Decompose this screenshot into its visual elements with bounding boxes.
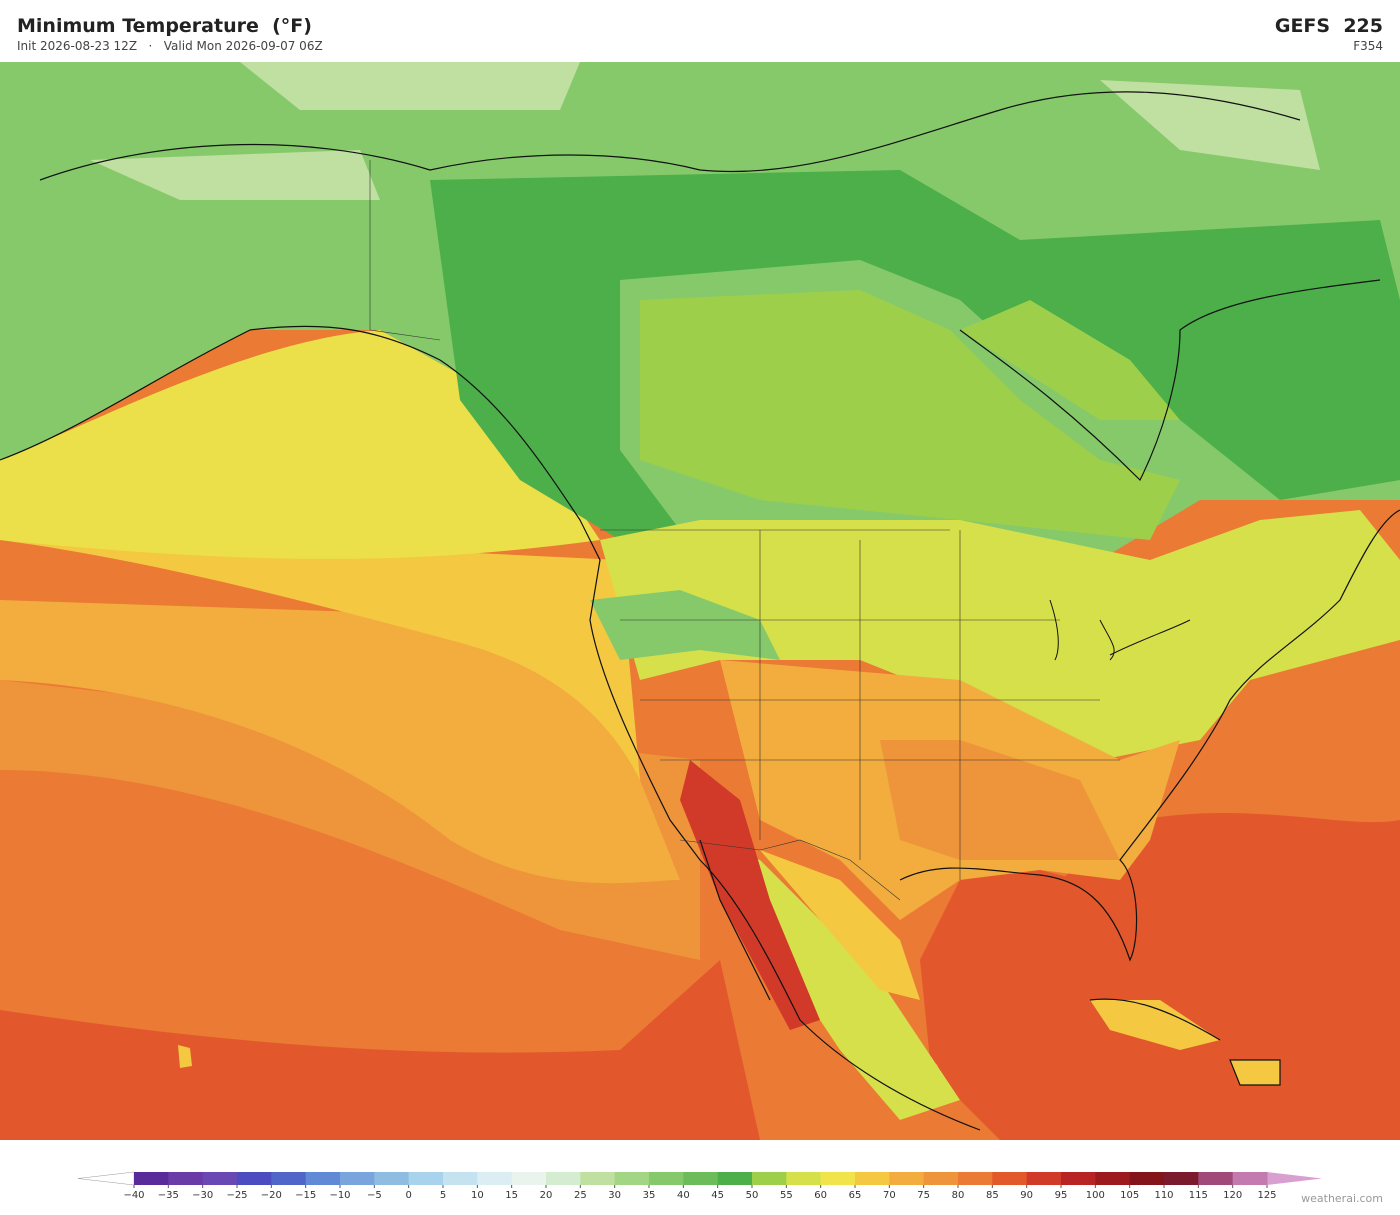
colorbar-tick-label: −5 [367, 1190, 382, 1201]
colorbar-segment [580, 1172, 616, 1185]
credit: weatherai.com [1301, 1192, 1383, 1205]
colorbar-tick-label: −10 [329, 1190, 350, 1201]
colorbar-segment [958, 1172, 993, 1185]
map [0, 62, 1400, 1140]
colorbar-tick-label: 85 [986, 1190, 999, 1201]
colorbar-tick-label: 10 [471, 1190, 484, 1201]
colorbar-segment [271, 1172, 307, 1185]
colorbar-segment [202, 1172, 238, 1185]
subtitle: Init 2026-08-23 12Z · Valid Mon 2026-09-… [17, 39, 323, 53]
colorbar-tick-label: 110 [1154, 1190, 1173, 1201]
colorbar-segment [752, 1172, 787, 1185]
colorbar-segment [649, 1172, 684, 1185]
colorbar-tick-label: −15 [295, 1190, 316, 1201]
colorbar-segment [1164, 1172, 1199, 1185]
colorbar-segment [546, 1172, 581, 1185]
colorbar-segment [614, 1172, 650, 1185]
colorbar-tick-label: 15 [505, 1190, 518, 1201]
colorbar-segment [305, 1172, 341, 1185]
colorbar-segment [820, 1172, 856, 1185]
colorbar-tick-label: 100 [1086, 1190, 1105, 1201]
colorbar-tick-label: 55 [780, 1190, 793, 1201]
colorbar-tick-label: −35 [158, 1190, 179, 1201]
colorbar-tick-label: 75 [917, 1190, 930, 1201]
colorbar-tick-label: 95 [1055, 1190, 1068, 1201]
colorbar-tick-label: 50 [746, 1190, 759, 1201]
colorbar-segment [1232, 1172, 1268, 1185]
colorbar-tick-label: 25 [574, 1190, 587, 1201]
colorbar-segment [992, 1172, 1028, 1185]
colorbar-tick-label: 80 [952, 1190, 965, 1201]
colorbar-tick-label: −20 [261, 1190, 282, 1201]
colorbar-tick-label: 30 [608, 1190, 621, 1201]
colorbar-segment [1198, 1172, 1234, 1185]
colorbar-tick-label: 60 [814, 1190, 827, 1201]
colorbar-over [1267, 1172, 1322, 1185]
colorbar-segment [511, 1172, 547, 1185]
colorbar-segment [683, 1172, 719, 1185]
colorbar-tick-label: 120 [1223, 1190, 1242, 1201]
colorbar-segment [134, 1172, 169, 1185]
model-name: GEFS 225 [1274, 15, 1383, 37]
init-time: Init 2026-08-23 12Z [17, 39, 138, 53]
colorbar-segment [855, 1172, 890, 1185]
colorbar-segment [408, 1172, 444, 1185]
colorbar-tick-label: 125 [1257, 1190, 1276, 1201]
colorbar-segment [443, 1172, 478, 1185]
colorbar-tick-label: −30 [192, 1190, 213, 1201]
colorbar-tick-label: 35 [643, 1190, 656, 1201]
colorbar-segment [237, 1172, 272, 1185]
colorbar-tick-label: −25 [226, 1190, 247, 1201]
colorbar-tick-label: 0 [405, 1190, 411, 1201]
colorbar-segment [889, 1172, 925, 1185]
colorbar-segment [1129, 1172, 1165, 1185]
colorbar-segment [1061, 1172, 1096, 1185]
colorbar-tick-label: 115 [1189, 1190, 1208, 1201]
colorbar: weatherai.com −40 −35 −30 −25 −20 −15 −10 −5 0 5 1… [77, 1171, 1383, 1205]
colorbar-segment [717, 1172, 753, 1185]
colorbar-tick-label: 45 [711, 1190, 724, 1201]
colorbar-segment [340, 1172, 375, 1185]
colorbar-segment [786, 1172, 822, 1185]
colorbar-tick-label: 20 [540, 1190, 553, 1201]
colorbar-tick-label: −40 [123, 1190, 144, 1201]
colorbar-tick-label: 90 [1020, 1190, 1033, 1201]
valid-time: Valid Mon 2026-09-07 06Z [163, 39, 323, 53]
colorbar-tick-label: 70 [883, 1190, 896, 1201]
title: Minimum Temperature (°F) [17, 15, 312, 37]
colorbar-segment [374, 1172, 410, 1185]
colorbar-tick-label: 5 [440, 1190, 446, 1201]
colorbar-segment [923, 1172, 959, 1185]
colorbar-tick-label: 105 [1120, 1190, 1139, 1201]
colorbar-segment [477, 1172, 513, 1185]
colorbar-tick-label: 40 [677, 1190, 690, 1201]
colorbar-segment [1026, 1172, 1062, 1185]
colorbar-segment [168, 1172, 204, 1185]
forecast-hour: F354 [1353, 39, 1383, 53]
colorbar-tick-label: 65 [849, 1190, 862, 1201]
colorbar-under [77, 1171, 135, 1186]
colorbar-segment [1095, 1172, 1131, 1185]
separator: · [148, 39, 153, 53]
